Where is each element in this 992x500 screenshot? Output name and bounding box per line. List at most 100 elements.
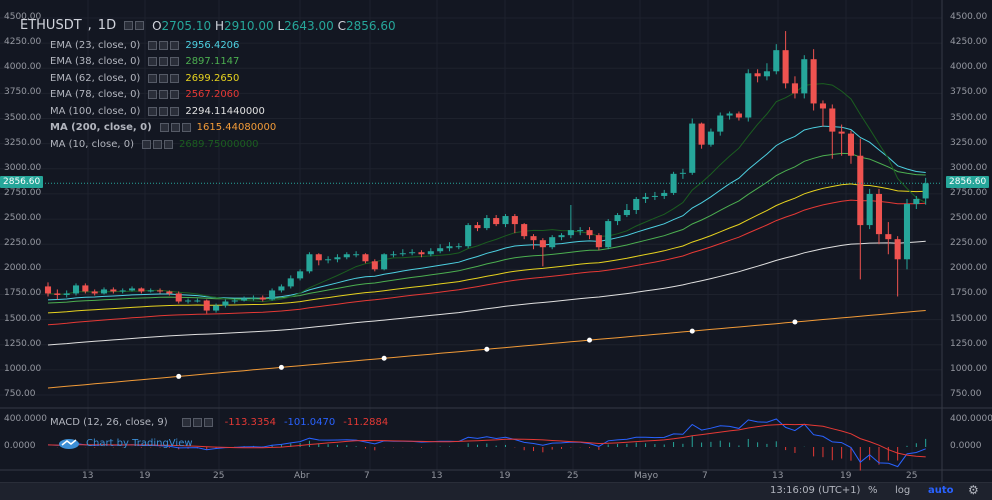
indicator-legend-row[interactable]: MA (200, close, 0) 1615.44080000: [50, 120, 276, 137]
close-icon[interactable]: [170, 90, 180, 100]
eye-icon[interactable]: [142, 139, 152, 149]
settings-icon[interactable]: [159, 40, 169, 50]
clock-readout[interactable]: 13:16:09 (UTC+1): [770, 485, 861, 496]
candle-body: [306, 254, 313, 272]
candle-body: [558, 235, 565, 238]
close-icon[interactable]: [181, 123, 191, 133]
candle-body: [353, 254, 360, 256]
ohlc-readout: O2705.10 H2910.00 L2643.00 C2856.60: [152, 18, 396, 33]
close-icon[interactable]: [170, 40, 180, 50]
candle-body: [128, 288, 136, 291]
candle-body: [577, 230, 584, 232]
indicator-legend-row[interactable]: EMA (23, close, 0) 2956.4206: [50, 37, 276, 54]
symbol-name[interactable]: ETHUSDT: [20, 18, 82, 33]
branding-text: Chart by TradingView: [86, 437, 193, 449]
candle-body: [623, 210, 630, 216]
moving-average-line: [47, 125, 926, 301]
auto-toggle[interactable]: auto: [928, 485, 954, 496]
moving-average-line: [47, 240, 926, 346]
candle-body: [521, 224, 528, 237]
candle-body: [409, 252, 416, 254]
settings-icon[interactable]: [153, 139, 163, 149]
y-tick-label-right: 2750.00: [950, 187, 988, 198]
candle-body: [437, 248, 444, 252]
eye-icon[interactable]: [148, 90, 158, 100]
ma200-marker: [484, 346, 490, 352]
candle-body: [175, 293, 182, 302]
settings-icon[interactable]: [159, 90, 169, 100]
candle-body: [185, 300, 192, 302]
macd-value: -11.2884: [343, 417, 389, 428]
candle-body: [100, 289, 108, 294]
candle-body: [390, 254, 397, 256]
candle-body: [642, 196, 649, 199]
candle-body: [91, 291, 98, 294]
x-tick-label: 13: [772, 471, 784, 481]
percent-toggle[interactable]: %: [868, 485, 878, 496]
indicator-legend: EMA (23, close, 0) 2956.4206 EMA (38, clos…: [50, 37, 276, 153]
eye-icon[interactable]: [148, 40, 158, 50]
x-tick-label: 19: [840, 471, 852, 481]
macd-line: [47, 418, 926, 468]
macd-tick-label-right: 400.0000: [950, 414, 992, 424]
candle-body: [875, 193, 883, 235]
candle-body: [838, 131, 845, 134]
settings-icon[interactable]: [192, 418, 202, 427]
eye-icon[interactable]: [148, 106, 158, 116]
gear-icon[interactable]: ⚙: [968, 483, 979, 497]
eye-icon[interactable]: [124, 21, 134, 30]
eye-icon[interactable]: [159, 123, 169, 133]
indicator-legend-row[interactable]: EMA (78, close, 0) 2567.2060: [50, 87, 276, 104]
candle-body: [446, 246, 453, 249]
y-tick-label-right: 1250.00: [950, 338, 988, 349]
log-toggle[interactable]: log: [895, 485, 911, 496]
eye-icon[interactable]: [181, 418, 191, 427]
close-icon[interactable]: [170, 73, 180, 83]
candle-body: [913, 198, 920, 204]
indicator-legend-row[interactable]: MA (10, close, 0) 2689.75000000: [50, 136, 276, 153]
close-icon[interactable]: [170, 106, 180, 116]
candle-body: [894, 239, 901, 260]
bottom-toolbar: 13:16:09 (UTC+1) % log auto ⚙: [0, 482, 992, 500]
close-icon[interactable]: [203, 418, 213, 427]
settings-icon[interactable]: [170, 123, 180, 133]
candle-body: [801, 59, 808, 94]
macd-legend: MACD (12, 26, close, 9) -113.3354 -101.04…: [50, 417, 388, 428]
candle-body: [549, 237, 556, 248]
candle-body: [726, 113, 733, 116]
indicator-value: 2567.2060: [185, 89, 240, 101]
settings-icon[interactable]: [159, 106, 169, 116]
candle-body: [885, 234, 892, 240]
close-icon[interactable]: [170, 57, 180, 67]
candle-body: [847, 133, 855, 156]
indicator-name: EMA (38, close, 0): [50, 56, 141, 68]
settings-icon[interactable]: [159, 57, 169, 67]
y-tick-label-left: 1500.00: [4, 313, 42, 324]
y-tick-label-left: 2250.00: [4, 238, 42, 249]
candle-body: [539, 240, 546, 248]
indicator-legend-row[interactable]: EMA (62, close, 0) 2699.2650: [50, 70, 276, 87]
price-tag-left: 2856.60: [0, 176, 44, 189]
ma200-marker: [381, 355, 387, 361]
macd-tick-label-left: 400.0000: [4, 414, 47, 424]
x-tick-label: 25: [213, 471, 225, 481]
indicator-legend-row[interactable]: EMA (38, close, 0) 2897.1147: [50, 54, 276, 71]
eye-icon[interactable]: [148, 73, 158, 83]
tradingview-branding[interactable]: Chart by TradingView: [58, 436, 193, 450]
x-tick-label: 13: [431, 471, 443, 481]
indicator-name: EMA (78, close, 0): [50, 89, 141, 101]
candle-body: [922, 183, 929, 199]
candle-body: [194, 300, 201, 302]
interval-label[interactable]: 1D: [97, 18, 117, 33]
candle-body: [810, 59, 817, 104]
candle-body: [147, 290, 154, 292]
close-icon[interactable]: [164, 139, 174, 149]
candle-body: [362, 254, 369, 262]
x-tick-label: 19: [499, 471, 511, 481]
indicator-legend-row[interactable]: MA (100, close, 0) 2294.11440000: [50, 103, 276, 120]
eye-icon[interactable]: [148, 57, 158, 67]
settings-icon[interactable]: [159, 73, 169, 83]
indicator-name: EMA (23, close, 0): [50, 39, 141, 51]
candle-body: [698, 123, 705, 145]
settings-icon[interactable]: [135, 21, 145, 30]
